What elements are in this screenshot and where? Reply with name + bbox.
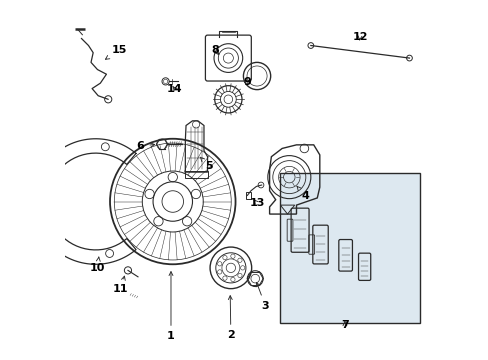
- Bar: [185, 171, 207, 178]
- Text: 10: 10: [90, 257, 105, 273]
- Bar: [245, 192, 250, 199]
- Text: 4: 4: [296, 186, 309, 201]
- Text: 12: 12: [351, 32, 367, 41]
- Text: 8: 8: [211, 45, 219, 55]
- Text: 11: 11: [113, 276, 128, 294]
- Text: 13: 13: [249, 198, 264, 208]
- Text: 3: 3: [256, 283, 268, 311]
- Text: 6: 6: [136, 141, 154, 151]
- Text: 7: 7: [340, 320, 348, 330]
- Text: 5: 5: [200, 157, 212, 171]
- Text: 1: 1: [167, 272, 175, 341]
- Text: 2: 2: [226, 296, 234, 340]
- Bar: [280, 173, 419, 323]
- Text: 9: 9: [243, 77, 250, 87]
- Text: 14: 14: [166, 84, 182, 94]
- Text: 15: 15: [105, 45, 126, 59]
